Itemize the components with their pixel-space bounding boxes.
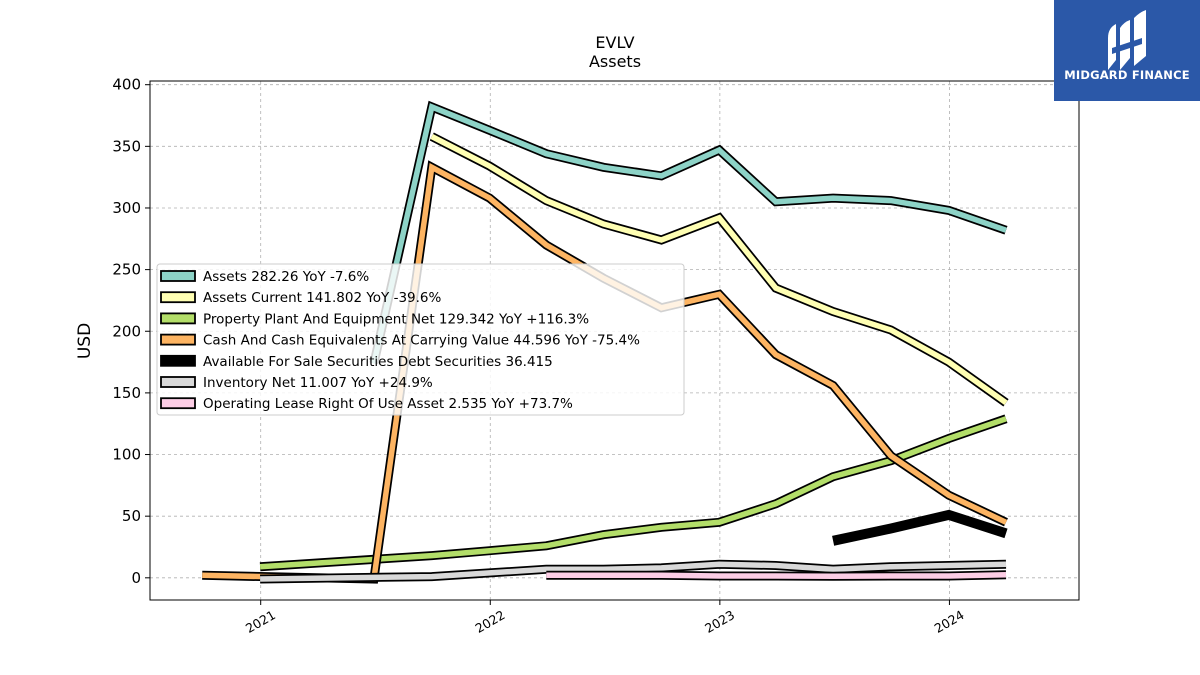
y-tick-label: 100: [112, 446, 141, 464]
legend-box: [156, 263, 685, 416]
series-4: [832, 509, 1008, 546]
series-line: [259, 416, 1007, 570]
y-axis-label: USD: [75, 323, 95, 359]
legend-entry: Available For Sale Securities Debt Secur…: [203, 354, 553, 370]
legend-swatch: [160, 354, 196, 367]
series-line: [430, 134, 1008, 406]
series-line: [546, 571, 1007, 579]
series-2: [259, 414, 1008, 572]
legend-entry: Inventory Net 11.007 YoY +24.9%: [203, 375, 433, 391]
series-0: [369, 100, 1008, 365]
y-tick-label: 200: [112, 322, 141, 340]
brand-logo: MIDGARD FINANCE: [1054, 0, 1200, 101]
series-5: [260, 559, 1007, 584]
y-tick-label: 400: [112, 76, 141, 94]
x-tick-label: 2023: [702, 607, 737, 636]
legend-entry: Cash And Cash Equivalents At Carrying Va…: [203, 333, 640, 349]
legend-swatch: [160, 333, 196, 346]
series-line: [832, 509, 1008, 546]
plot-frame: [149, 80, 1080, 601]
legend-swatch: [160, 397, 196, 410]
x-tick-label: 2021: [243, 607, 278, 636]
chart-title: EVLV: [595, 33, 634, 52]
y-tick-label: 50: [122, 507, 141, 525]
chart-subtitle: Assets: [589, 52, 641, 71]
y-tick-label: 0: [131, 569, 141, 587]
legend-entry: Property Plant And Equipment Net 129.342…: [203, 311, 589, 327]
series-1: [429, 132, 1009, 407]
legend-swatch: [160, 270, 196, 282]
legend-entry: Operating Lease Right Of Use Asset 2.535…: [203, 396, 573, 412]
midgard-logo-icon: [1108, 10, 1146, 70]
series-line: [260, 561, 1007, 582]
legend-swatch: [160, 291, 196, 304]
y-tick-label: 300: [112, 199, 141, 217]
x-tick-label: 2022: [473, 607, 508, 636]
x-tick-label: 2024: [932, 607, 967, 636]
series-6: [546, 570, 1007, 581]
legend-entry: Assets 282.26 YoY -7.6%: [203, 269, 369, 285]
legend-entry: Assets Current 141.802 YoY -39.6%: [203, 290, 442, 306]
y-tick-label: 250: [112, 261, 141, 279]
series-line: [371, 103, 1007, 364]
series-line-outline: [259, 414, 1008, 572]
legend: Assets 282.26 YoY -7.6% Assets Current 14…: [156, 263, 685, 416]
y-tick-label: 350: [112, 137, 141, 155]
brand-name: MIDGARD FINANCE: [1064, 68, 1190, 82]
legend-swatch: [160, 312, 196, 325]
y-tick-label: 150: [112, 384, 141, 402]
legend-swatch: [160, 376, 196, 388]
